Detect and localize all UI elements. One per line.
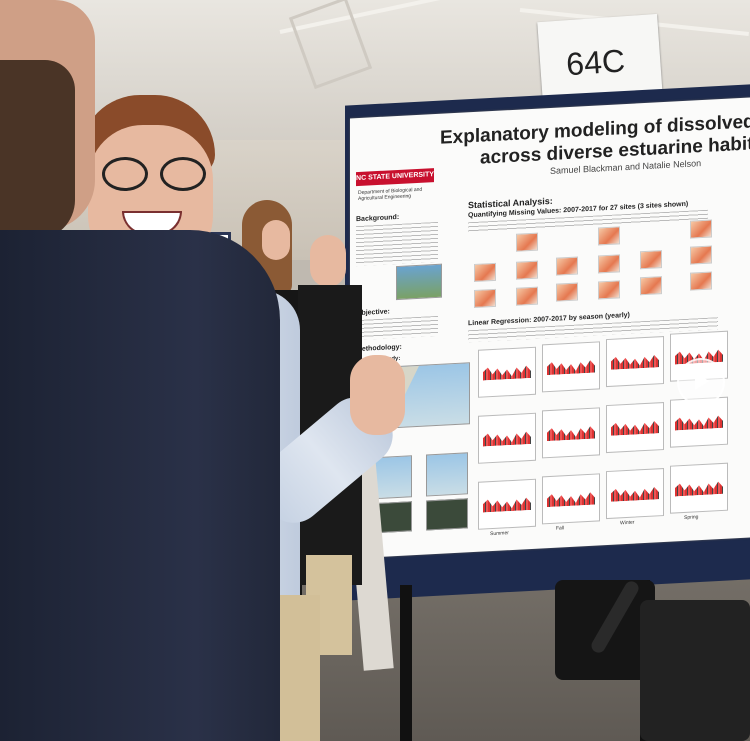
research-poster: Explanatory modeling of dissolved oxyg a… [350,97,750,559]
heatmap [598,280,620,300]
timeseries-plot [542,473,600,525]
heatmap [474,262,496,282]
inset-photo [426,498,468,531]
play-icon[interactable] [677,358,725,406]
season-label: Fall [556,525,565,532]
heatmap [556,256,578,276]
timeseries-plot [606,402,664,454]
poster-stand-leg [400,585,412,741]
timeseries-plot [670,462,728,514]
heatmap [516,232,538,252]
heatmap [474,288,496,308]
heatmap [556,282,578,302]
timeseries-plot [478,412,536,464]
season-label: Summer [490,530,509,538]
person-foreground [0,0,290,741]
heatmap [598,226,620,246]
timeseries-plot [542,341,600,393]
inset-map [426,452,468,497]
timeseries-plot [542,407,600,459]
heatmap [690,271,712,291]
heatmap [516,260,538,280]
timeseries-plot [478,346,536,398]
booth-number: 64C [565,42,627,83]
heatmap [640,250,662,270]
heatmap [690,245,712,265]
heatmap [598,254,620,274]
heatmap [516,286,538,306]
season-label: Winter [620,519,635,527]
timeseries-plot [606,468,664,520]
season-label: Spring [684,514,699,521]
poster-title: Explanatory modeling of dissolved oxyg a… [440,109,750,172]
timeseries-plot [606,336,664,388]
timeseries-plot [478,478,536,530]
backpack [640,600,750,741]
heatmap [640,276,662,296]
heatmap [690,219,712,239]
